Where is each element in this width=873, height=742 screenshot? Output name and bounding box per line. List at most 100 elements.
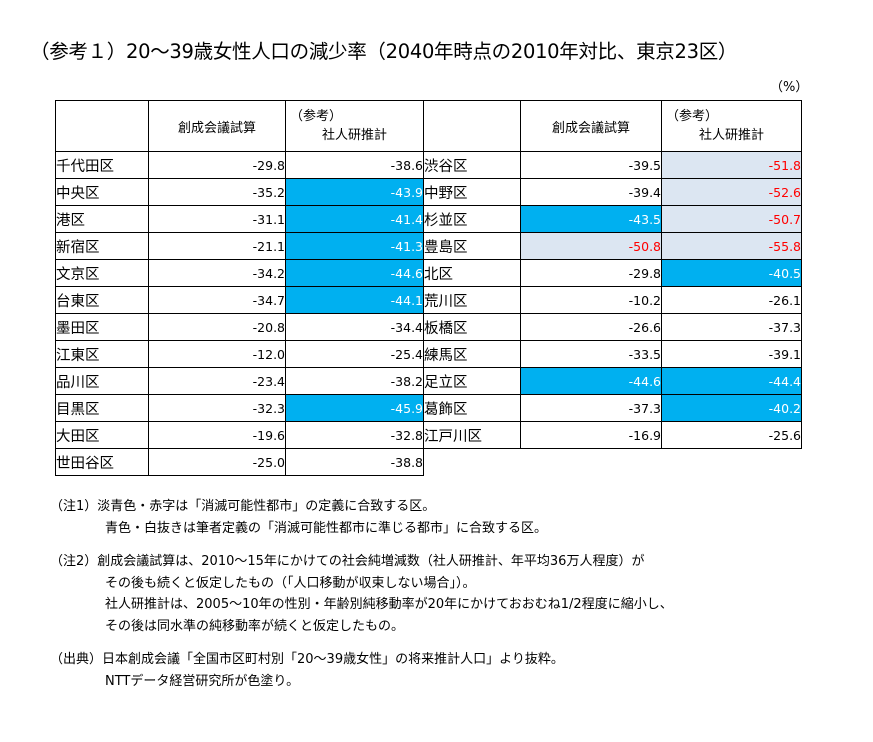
souseikaigi-value: -26.6 <box>520 313 662 341</box>
note-2-line-3: 社人研推計は、2005～10年の性別・年齢別純移動率が20年にかけておおむね1/… <box>105 597 673 612</box>
souseikaigi-value: -33.5 <box>520 340 662 368</box>
ward-name: 中央区 <box>55 178 149 206</box>
ward-name: 目黒区 <box>55 394 149 422</box>
souseikaigi-value: -50.8 <box>520 232 662 260</box>
table-row: 杉並区 -43.5 -50.7 <box>423 205 802 233</box>
table-row: 板橋区 -26.6 -37.3 <box>423 313 802 341</box>
ward-name: 文京区 <box>55 259 149 287</box>
souseikaigi-value: -23.4 <box>148 367 286 395</box>
souseikaigi-value: -39.5 <box>520 151 662 179</box>
ward-name: 北区 <box>423 259 521 287</box>
header-souseikaigi: 創成会議試算 <box>148 100 286 152</box>
souseikaigi-value: -34.7 <box>148 286 286 314</box>
ward-name: 足立区 <box>423 367 521 395</box>
shajinken-value: -40.5 <box>661 259 802 287</box>
table-row: 新宿区 -21.1 -41.3 <box>55 232 424 260</box>
ward-name: 墨田区 <box>55 313 149 341</box>
table-row: 中央区 -35.2 -43.9 <box>55 178 424 206</box>
table-header-row: 創成会議試算 （参考） 社人研推計 <box>55 100 424 152</box>
shajinken-value: -52.6 <box>661 178 802 206</box>
shajinken-value: -51.8 <box>661 151 802 179</box>
source-line-2: NTTデータ経営研究所が色塗り。 <box>105 673 300 689</box>
ward-name: 品川区 <box>55 367 149 395</box>
table-row: 練馬区 -33.5 -39.1 <box>423 340 802 368</box>
shajinken-value: -39.1 <box>661 340 802 368</box>
shajinken-value: -26.1 <box>661 286 802 314</box>
table-row: 北区 -29.8 -40.5 <box>423 259 802 287</box>
table-row: 台東区 -34.7 -44.1 <box>55 286 424 314</box>
ward-name: 台東区 <box>55 286 149 314</box>
souseikaigi-value: -43.5 <box>520 205 662 233</box>
note-2-line-2: その後も続くと仮定したもの（「人口移動が収束しない場合」）。 <box>105 575 476 591</box>
shajinken-value: -38.6 <box>285 151 424 179</box>
souseikaigi-value: -37.3 <box>520 394 662 422</box>
header-shajinken: （参考） 社人研推計 <box>285 100 424 152</box>
note-2-line-1: （注2）創成会議試算は、2010～15年にかけての社会純増減数（社人研推計、年平… <box>50 554 645 569</box>
ward-name: 練馬区 <box>423 340 521 368</box>
header-ref-name: 社人研推計 <box>698 128 764 143</box>
ward-name: 荒川区 <box>423 286 521 314</box>
souseikaigi-value: -29.8 <box>148 151 286 179</box>
note-2-line-4: その後は同水準の純移動率が続くと仮定したもの。 <box>105 618 405 634</box>
ward-name: 渋谷区 <box>423 151 521 179</box>
shajinken-value: -43.9 <box>285 178 424 206</box>
shajinken-value: -40.2 <box>661 394 802 422</box>
table-row: 足立区 -44.6 -44.4 <box>423 367 802 395</box>
shajinken-value: -37.3 <box>661 313 802 341</box>
table-row: 世田谷区 -25.0 -38.8 <box>55 448 424 476</box>
table-row: 港区 -31.1 -41.4 <box>55 205 424 233</box>
ward-name: 中野区 <box>423 178 521 206</box>
right-ward-table: 創成会議試算 （参考） 社人研推計 渋谷区 -39.5 -51.8 中野区 -39.4-… <box>423 100 802 449</box>
header-souseikaigi: 創成会議試算 <box>520 100 662 152</box>
table-row: 千代田区 -29.8 -38.6 <box>55 151 424 179</box>
table-row: 荒川区 -10.2 -26.1 <box>423 286 802 314</box>
ward-name: 杉並区 <box>423 205 521 233</box>
souseikaigi-value: -39.4 <box>520 178 662 206</box>
table-row: 豊島区 -50.8 -55.8 <box>423 232 802 260</box>
ward-name: 新宿区 <box>55 232 149 260</box>
shajinken-value: -44.4 <box>661 367 802 395</box>
header-shajinken: （参考） 社人研推計 <box>661 100 802 152</box>
shajinken-value: -38.8 <box>285 448 424 476</box>
souseikaigi-value: -25.0 <box>148 448 286 476</box>
table-row: 葛飾区 -37.3 -40.2 <box>423 394 802 422</box>
souseikaigi-value: -12.0 <box>148 340 286 368</box>
note-1-line-2: 青色・白抜きは筆者定義の「消滅可能性都市に準じる都市」に合致する区。 <box>105 520 548 536</box>
header-ref-label: （参考） <box>290 109 343 124</box>
souseikaigi-value: -21.1 <box>148 232 286 260</box>
shajinken-value: -25.4 <box>285 340 424 368</box>
ward-name: 世田谷区 <box>55 448 149 476</box>
souseikaigi-value: -19.6 <box>148 421 286 449</box>
souseikaigi-value: -10.2 <box>520 286 662 314</box>
shajinken-value: -45.9 <box>285 394 424 422</box>
shajinken-value: -41.3 <box>285 232 424 260</box>
souseikaigi-value: -20.8 <box>148 313 286 341</box>
header-ref-label: （参考） <box>666 109 719 124</box>
souseikaigi-value: -32.3 <box>148 394 286 422</box>
ward-name: 板橋区 <box>423 313 521 341</box>
note-1-line-1: （注1）淡青色・赤字は「消滅可能性都市」の定義に合致する区。 <box>50 499 436 514</box>
page-title: （参考１）20～39歳女性人口の減少率（2040年時点の2010年対比、東京23… <box>30 40 738 63</box>
table-row: 中野区 -39.4 -52.6 <box>423 178 802 206</box>
shajinken-value: -55.8 <box>661 232 802 260</box>
shajinken-value: -44.1 <box>285 286 424 314</box>
ward-name: 葛飾区 <box>423 394 521 422</box>
table-row: 目黒区 -32.3 -45.9 <box>55 394 424 422</box>
souseikaigi-value: -29.8 <box>520 259 662 287</box>
souseikaigi-value: -16.9 <box>520 421 662 449</box>
table-row: 渋谷区 -39.5 -51.8 <box>423 151 802 179</box>
shajinken-value: -41.4 <box>285 205 424 233</box>
souseikaigi-value: -44.6 <box>520 367 662 395</box>
ward-name: 千代田区 <box>55 151 149 179</box>
table-row: 大田区 -19.6 -32.8 <box>55 421 424 449</box>
table-row: 文京区 -34.2 -44.6 <box>55 259 424 287</box>
shajinken-value: -34.4 <box>285 313 424 341</box>
ward-name: 豊島区 <box>423 232 521 260</box>
souseikaigi-value: -34.2 <box>148 259 286 287</box>
shajinken-value: -32.8 <box>285 421 424 449</box>
souseikaigi-value: -31.1 <box>148 205 286 233</box>
ward-name: 江東区 <box>55 340 149 368</box>
ward-name: 港区 <box>55 205 149 233</box>
table-row: 墨田区 -20.8 -34.4 <box>55 313 424 341</box>
unit-label: （%） <box>770 80 809 95</box>
